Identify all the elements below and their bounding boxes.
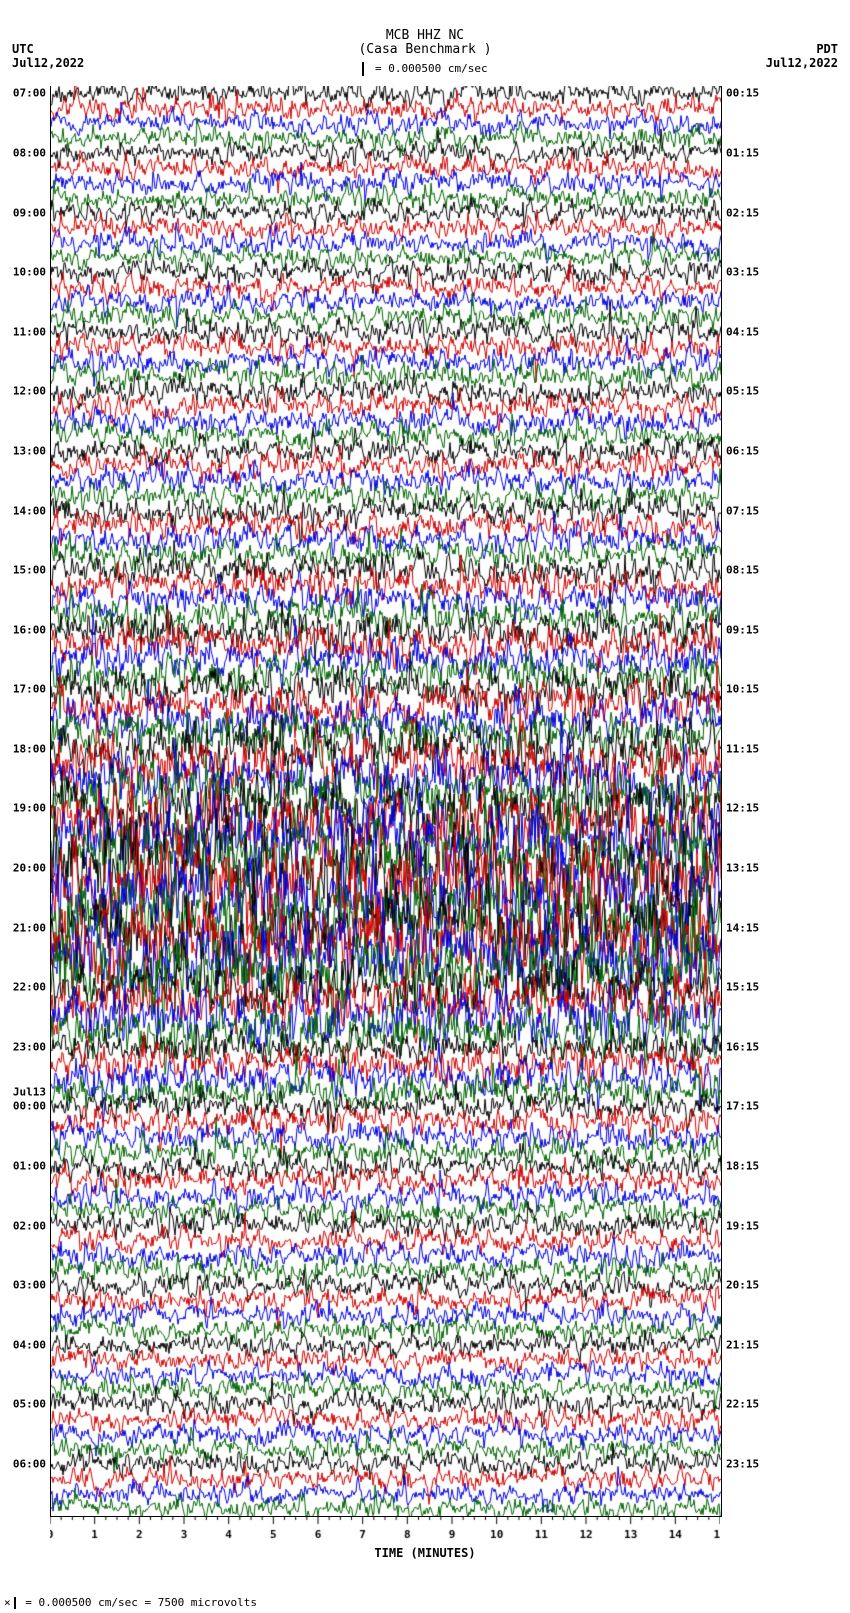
seismic-traces [51, 86, 721, 1516]
left-time-axis: 07:00 08:00 09:00 10:00 11:00 12:00 13:00 14:00… [8, 86, 48, 1516]
right-hour-label: 15:15 [726, 981, 759, 994]
right-hour-label: 21:15 [726, 1338, 759, 1351]
x-axis-label: TIME (MINUTES) [0, 1546, 850, 1560]
left-hour-label: 03:00 [13, 1279, 46, 1292]
right-hour-label: 14:15 [726, 921, 759, 934]
left-hour-label: 02:00 [13, 1219, 46, 1232]
scale-label: = 0.000500 cm/sec [368, 62, 487, 75]
left-hour-label: 19:00 [13, 802, 46, 815]
right-time-axis: 00:15 01:15 02:15 03:15 04:15 05:15 06:15 07:15… [724, 86, 784, 1516]
right-hour-label: 07:15 [726, 504, 759, 517]
right-hour-label: 12:15 [726, 802, 759, 815]
right-hour-label: 08:15 [726, 564, 759, 577]
right-hour-label: 18:15 [726, 1159, 759, 1172]
right-hour-label: 09:15 [726, 623, 759, 636]
station-name: (Casa Benchmark ) [0, 42, 850, 57]
right-hour-label: 01:15 [726, 147, 759, 160]
right-hour-label: 17:15 [726, 1100, 759, 1113]
left-hour-label: 10:00 [13, 266, 46, 279]
left-hour-label: 01:00 [13, 1159, 46, 1172]
right-hour-label: 13:15 [726, 862, 759, 875]
tz-left-label: UTC [12, 42, 34, 56]
scale-bar-icon [362, 62, 364, 76]
left-hour-label: 00:00 [13, 1100, 46, 1113]
right-hour-label: 03:15 [726, 266, 759, 279]
right-hour-label: 10:15 [726, 683, 759, 696]
left-hour-label: 04:00 [13, 1338, 46, 1351]
left-hour-label: 21:00 [13, 921, 46, 934]
right-hour-label: 04:15 [726, 325, 759, 338]
left-hour-label: 07:00 [13, 87, 46, 100]
right-hour-label: 05:15 [726, 385, 759, 398]
footer-bar-icon [14, 1597, 16, 1609]
right-hour-label: 16:15 [726, 1040, 759, 1053]
right-hour-label: 23:15 [726, 1457, 759, 1470]
left-hour-label: 13:00 [13, 444, 46, 457]
left-hour-label: 15:00 [13, 564, 46, 577]
right-hour-label: 06:15 [726, 444, 759, 457]
seismogram-container: MCB HHZ NC (Casa Benchmark ) = 0.000500 … [0, 0, 850, 1613]
left-hour-label: 08:00 [13, 147, 46, 160]
footer-prefix: × [4, 1596, 11, 1609]
x-axis-ticks [50, 1516, 720, 1536]
helicorder-plot [50, 86, 722, 1517]
date-left-label: Jul12,2022 [12, 56, 84, 70]
scale-reference: = 0.000500 cm/sec [0, 62, 850, 76]
left-hour-label: 11:00 [13, 325, 46, 338]
left-hour-label: 09:00 [13, 206, 46, 219]
left-hour-label: 12:00 [13, 385, 46, 398]
left-hour-label: 06:00 [13, 1457, 46, 1470]
day-break-label: Jul13 [13, 1086, 46, 1099]
right-hour-label: 11:15 [726, 742, 759, 755]
footer-text: = 0.000500 cm/sec = 7500 microvolts [19, 1596, 257, 1609]
left-hour-label: 18:00 [13, 742, 46, 755]
footer-scale: × = 0.000500 cm/sec = 7500 microvolts [4, 1596, 257, 1609]
left-hour-label: 17:00 [13, 683, 46, 696]
right-hour-label: 19:15 [726, 1219, 759, 1232]
right-hour-label: 00:15 [726, 87, 759, 100]
left-hour-label: 14:00 [13, 504, 46, 517]
right-hour-label: 22:15 [726, 1398, 759, 1411]
date-right-label: Jul12,2022 [766, 56, 838, 70]
left-hour-label: 05:00 [13, 1398, 46, 1411]
tz-right-label: PDT [816, 42, 838, 56]
left-hour-label: 20:00 [13, 862, 46, 875]
left-hour-label: 23:00 [13, 1040, 46, 1053]
station-code: MCB HHZ NC [0, 28, 850, 43]
right-hour-label: 02:15 [726, 206, 759, 219]
left-hour-label: 16:00 [13, 623, 46, 636]
right-hour-label: 20:15 [726, 1279, 759, 1292]
left-hour-label: 22:00 [13, 981, 46, 994]
